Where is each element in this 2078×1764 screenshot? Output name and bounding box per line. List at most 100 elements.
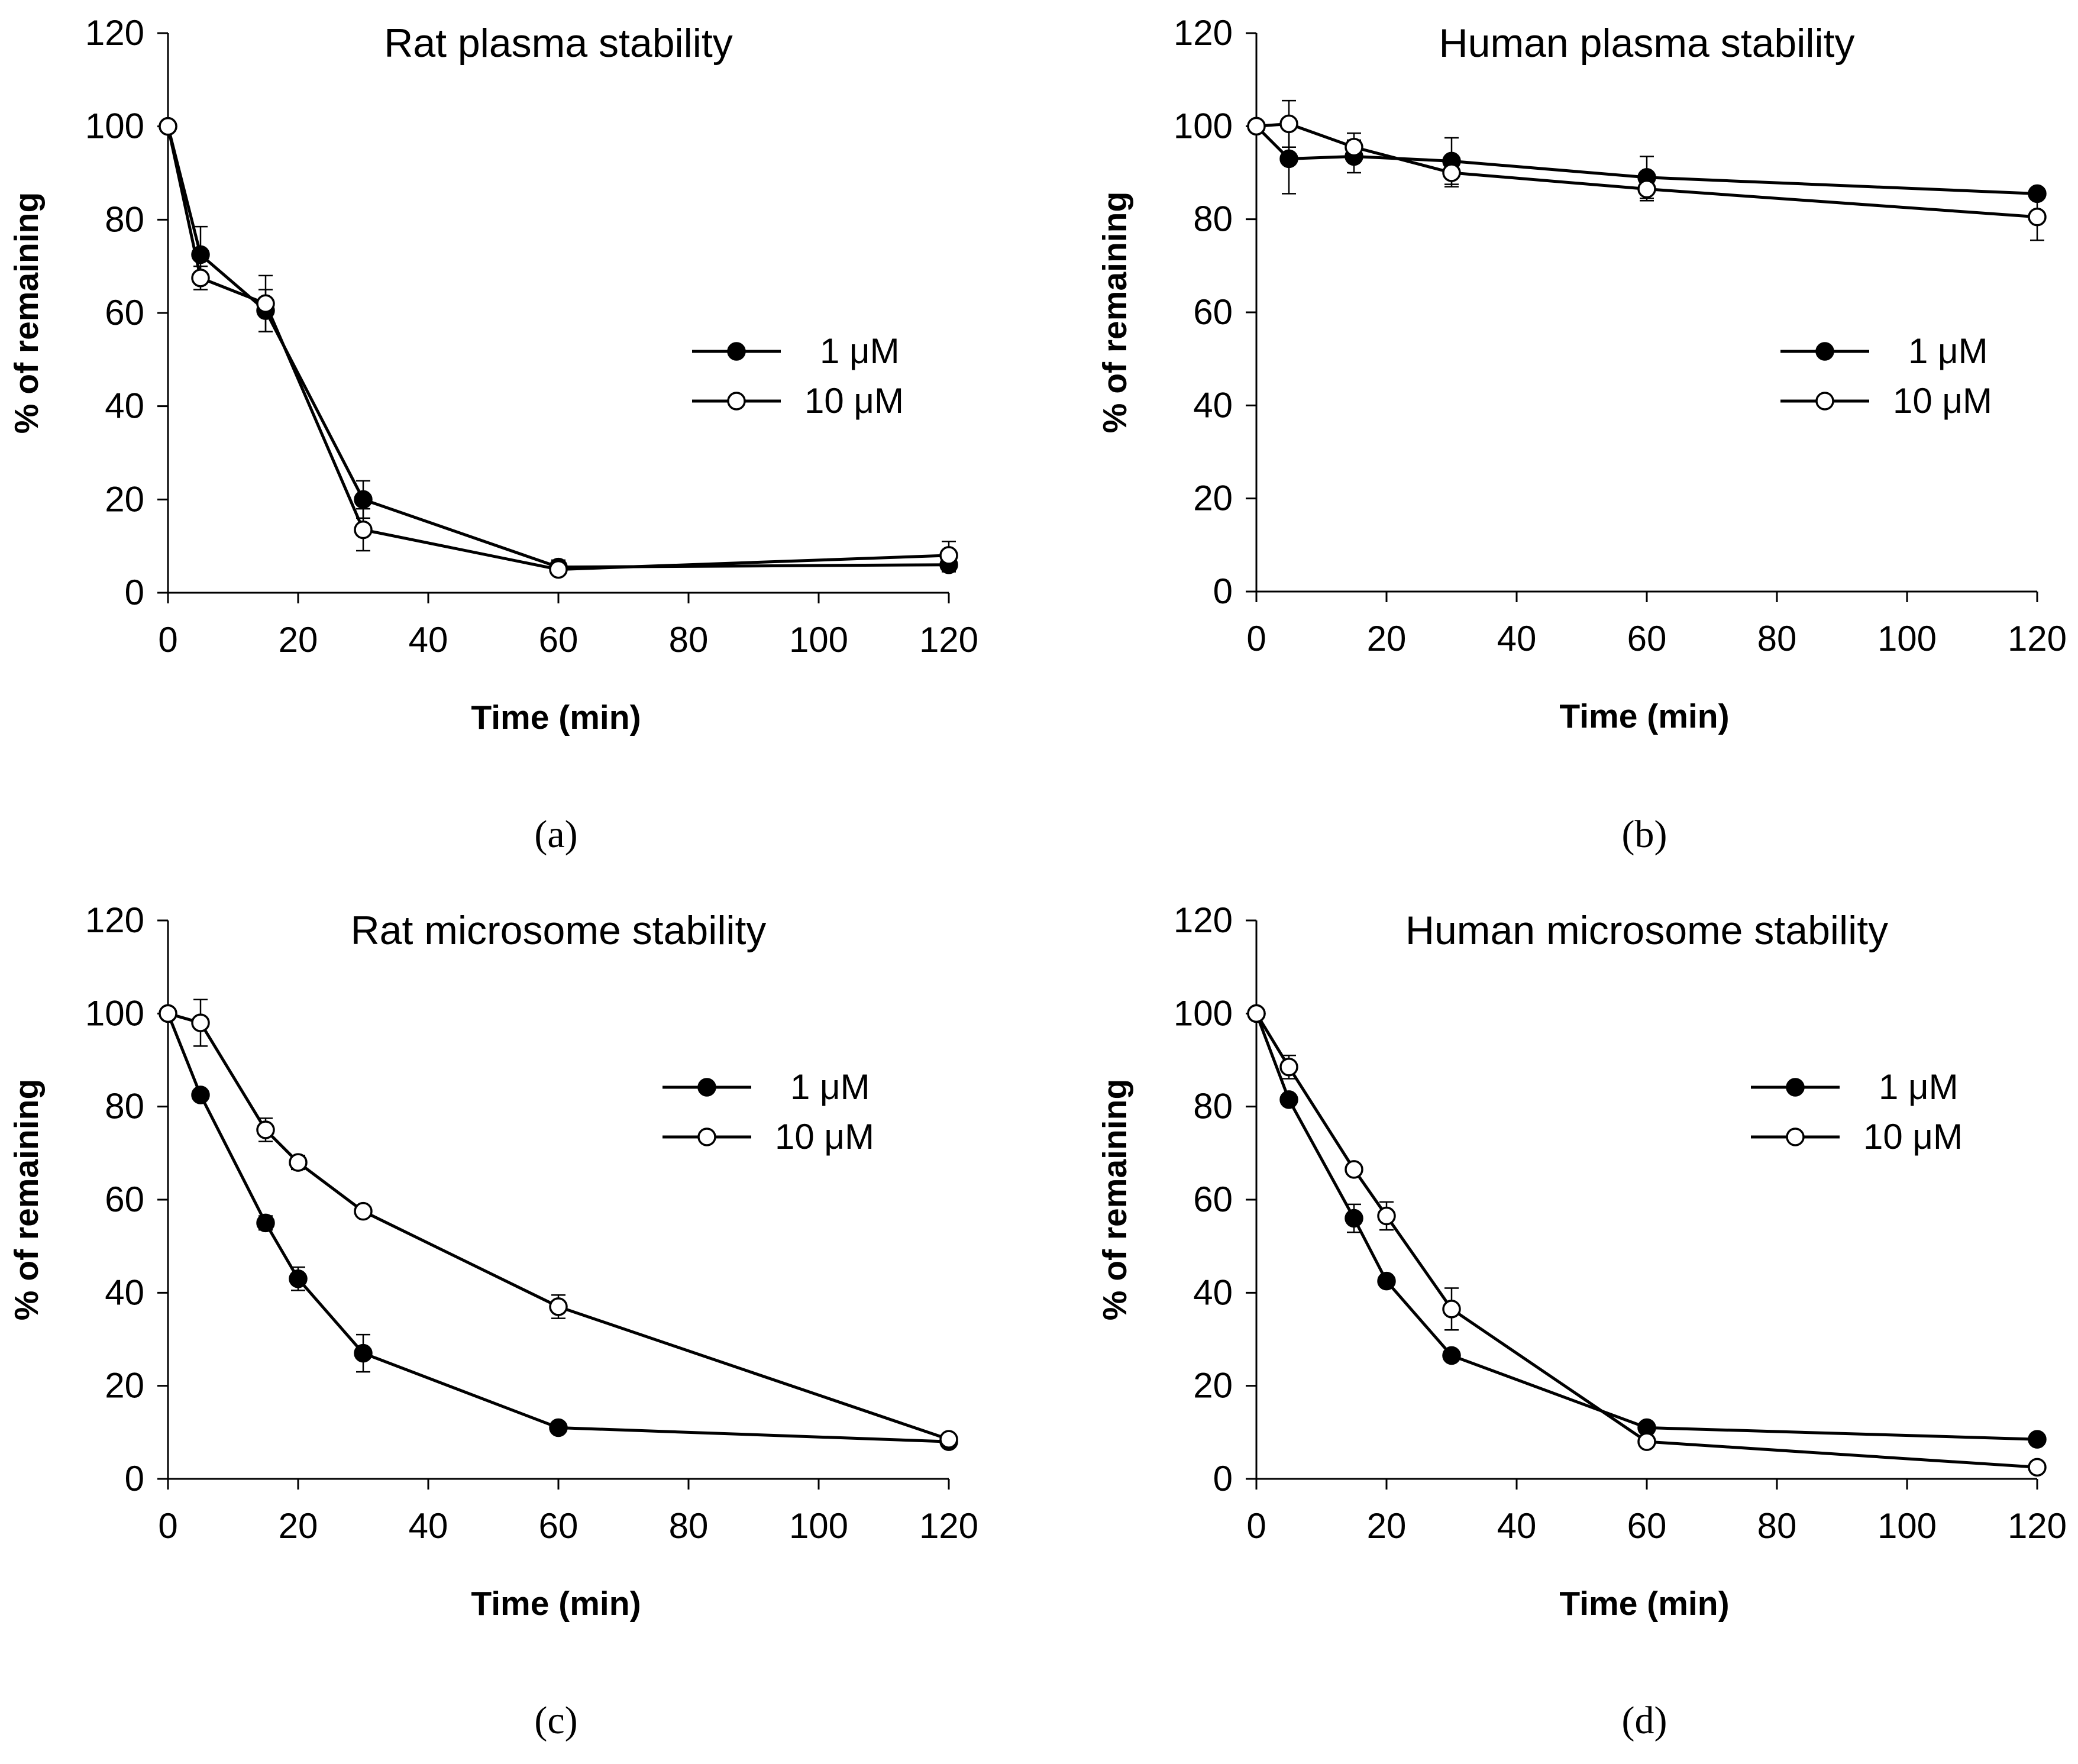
x-tick-label: 100 bbox=[1877, 1506, 1937, 1546]
legend-label: 1 μM bbox=[790, 1067, 870, 1107]
x-tick-label: 80 bbox=[669, 1506, 709, 1546]
data-point bbox=[1279, 149, 1298, 169]
x-tick-label: 60 bbox=[1627, 619, 1667, 658]
data-point bbox=[939, 546, 958, 565]
x-tick-label: 0 bbox=[1246, 619, 1266, 658]
data-point bbox=[256, 294, 275, 313]
y-tick-label: 80 bbox=[105, 1087, 144, 1126]
data-point bbox=[256, 1213, 275, 1233]
y-tick-label: 120 bbox=[1174, 900, 1233, 940]
y-tick-label: 40 bbox=[105, 1272, 144, 1312]
data-point bbox=[1442, 1300, 1461, 1319]
data-point bbox=[2028, 207, 2047, 227]
y-tick-label: 20 bbox=[1193, 1366, 1233, 1406]
chart-panel-c: 0 20 40 60 80 100 120 0 20 40 60 80 100 120 Time (min)… bbox=[8, 900, 978, 1742]
data-point bbox=[1345, 1209, 1363, 1228]
x-tick-label: 80 bbox=[669, 620, 709, 660]
y-axis-title: % of remaining bbox=[8, 1079, 46, 1321]
data-point bbox=[549, 560, 568, 579]
legend-marker bbox=[1786, 1078, 1805, 1097]
x-tick-label: 20 bbox=[279, 1506, 318, 1546]
data-point bbox=[1637, 1432, 1656, 1451]
x-tick-label: 60 bbox=[1627, 1506, 1667, 1546]
legend-marker bbox=[727, 392, 746, 411]
panel-label: (c) bbox=[534, 1699, 577, 1742]
data-point bbox=[159, 117, 177, 136]
y-tick-label: 80 bbox=[1193, 1087, 1233, 1126]
y-tick-label: 60 bbox=[1193, 292, 1233, 332]
y-tick-label: 20 bbox=[105, 1366, 144, 1406]
data-point bbox=[1637, 179, 1656, 199]
legend-marker bbox=[1815, 342, 1834, 361]
data-point bbox=[1377, 1206, 1396, 1226]
y-tick-label: 60 bbox=[1193, 1180, 1233, 1219]
data-point bbox=[1247, 1004, 1266, 1023]
data-point bbox=[1345, 1160, 1363, 1179]
series-filled-1 bbox=[159, 1004, 958, 1451]
y-tick-label: 0 bbox=[1213, 571, 1233, 611]
legend-label: 1 μM bbox=[820, 331, 900, 371]
y-tick-label: 0 bbox=[1213, 1459, 1233, 1498]
panel-label: (d) bbox=[1622, 1699, 1667, 1742]
legend: 1 μM 10 μM bbox=[1751, 1067, 1963, 1156]
legend-label: 10 μM bbox=[1863, 1117, 1963, 1156]
x-tick-label: 20 bbox=[279, 620, 318, 660]
legend-label: 1 μM bbox=[1908, 331, 1988, 371]
x-tick-label: 20 bbox=[1367, 1506, 1407, 1546]
chart-panel-b: 0 20 40 60 80 100 120 0 20 40 60 80 100 120 Time (min)… bbox=[1096, 13, 2067, 856]
data-point bbox=[939, 1430, 958, 1449]
series-line bbox=[166, 126, 949, 571]
y-tick-label: 40 bbox=[105, 386, 144, 426]
data-point bbox=[1377, 1271, 1396, 1291]
legend: 1 μM 10 μM bbox=[1780, 331, 1992, 421]
y-tick-label: 80 bbox=[105, 199, 144, 239]
x-tick-label: 0 bbox=[1246, 1506, 1266, 1546]
y-tick-label: 120 bbox=[85, 13, 144, 53]
y-tick-label: 80 bbox=[1193, 199, 1233, 239]
legend-marker bbox=[727, 342, 746, 361]
legend: 1 μM 10 μM bbox=[692, 331, 904, 421]
y-tick-label: 20 bbox=[1193, 479, 1233, 518]
x-tick-label: 40 bbox=[1497, 619, 1537, 658]
data-point bbox=[2028, 1430, 2047, 1449]
panel-label: (a) bbox=[534, 813, 577, 856]
x-tick-label: 60 bbox=[539, 620, 579, 660]
x-tick-label: 120 bbox=[2008, 619, 2067, 658]
y-tick-label: 20 bbox=[105, 479, 144, 519]
x-axis-title: Time (min) bbox=[1559, 697, 1729, 735]
x-tick-label: 100 bbox=[789, 1506, 848, 1546]
data-point bbox=[354, 490, 373, 509]
x-tick-label: 120 bbox=[2008, 1506, 2067, 1546]
x-tick-label: 0 bbox=[158, 620, 177, 660]
data-point bbox=[159, 1004, 177, 1023]
x-tick-label: 100 bbox=[1877, 619, 1937, 658]
data-point bbox=[191, 1085, 210, 1104]
y-tick-label: 0 bbox=[125, 573, 144, 612]
y-tick-label: 100 bbox=[85, 993, 144, 1033]
x-tick-label: 60 bbox=[539, 1506, 579, 1546]
data-point bbox=[1247, 117, 1266, 136]
data-point bbox=[2028, 1458, 2047, 1477]
chart-title: Rat plasma stability bbox=[384, 21, 733, 66]
data-point bbox=[354, 1343, 373, 1363]
x-tick-label: 120 bbox=[919, 620, 978, 660]
data-point bbox=[1279, 114, 1298, 134]
y-tick-label: 0 bbox=[125, 1459, 144, 1498]
data-point bbox=[191, 1013, 210, 1032]
x-axis-title: Time (min) bbox=[471, 1585, 641, 1623]
y-tick-label: 40 bbox=[1193, 385, 1233, 425]
chart-title: Human plasma stability bbox=[1439, 21, 1855, 66]
chart-title: Human microsome stability bbox=[1405, 908, 1888, 953]
data-point bbox=[1442, 1346, 1461, 1365]
y-tick-label: 100 bbox=[1174, 993, 1233, 1033]
data-point bbox=[1279, 1090, 1298, 1109]
x-axis-title: Time (min) bbox=[1559, 1585, 1729, 1623]
data-point bbox=[256, 1120, 275, 1139]
x-axis-title: Time (min) bbox=[471, 699, 641, 736]
data-point bbox=[1279, 1058, 1298, 1077]
data-point bbox=[354, 520, 373, 539]
y-tick-label: 120 bbox=[1174, 13, 1233, 53]
x-tick-label: 40 bbox=[409, 1506, 448, 1546]
x-tick-label: 80 bbox=[1757, 1506, 1797, 1546]
